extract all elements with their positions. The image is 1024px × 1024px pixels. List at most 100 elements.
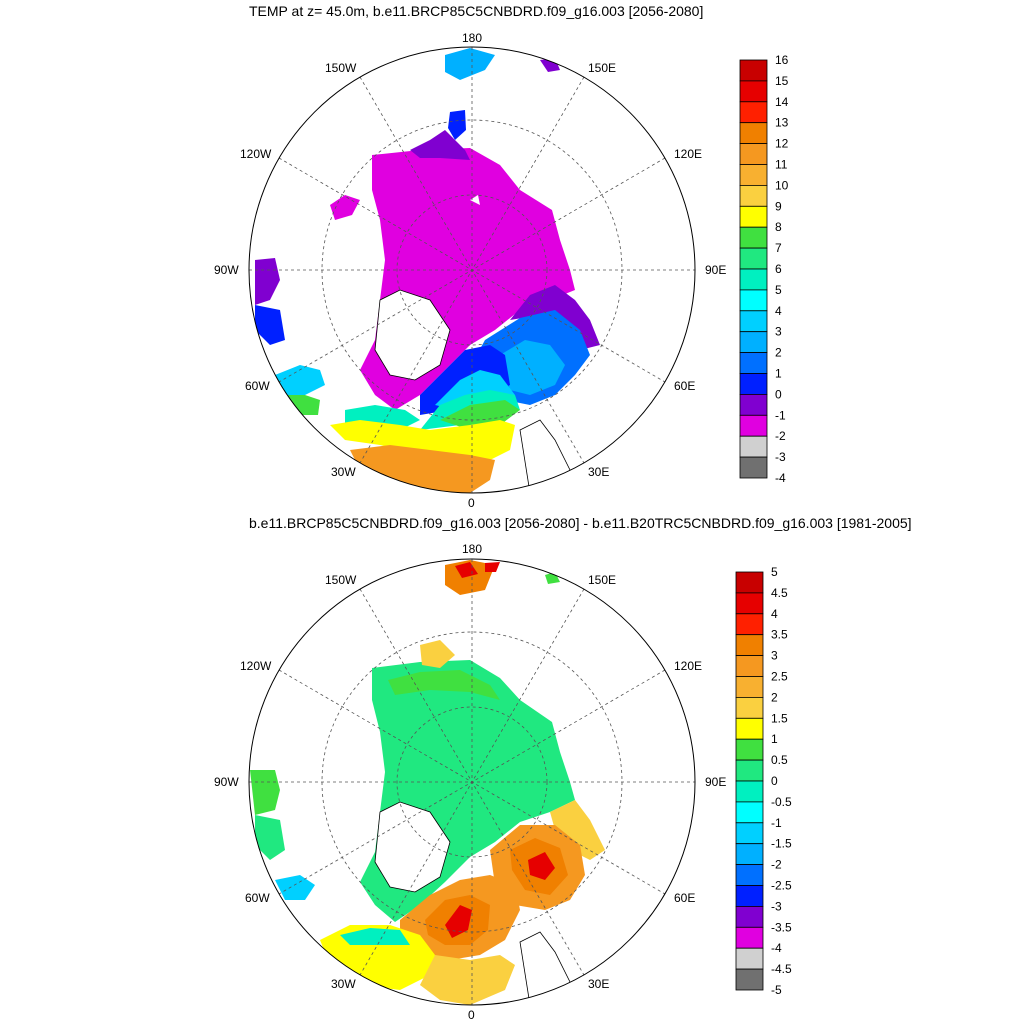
- top-colorbar-swatch: [739, 164, 768, 186]
- top-colorbar-swatch: [739, 393, 768, 416]
- top-colorbar-swatch: [739, 80, 768, 103]
- bottom-colorbar-tick-label: 1.5: [771, 711, 788, 725]
- bottom-map-title: b.e11.BRCP85C5CNBDRD.f09_g16.003 [2056-2…: [249, 515, 912, 531]
- bottom-colorbar-swatch: [735, 571, 764, 594]
- top-colorbar-swatch: [739, 289, 768, 312]
- top-colorbar-tick-label: 6: [775, 262, 782, 276]
- bottom-colorbar-swatch: [735, 780, 764, 803]
- top-polar-map: 180 150E 120E 90E 60E 30E 0 30W 60W 90W …: [214, 31, 726, 510]
- top-colorbar-swatch: [739, 226, 768, 249]
- bottom-graticule: [249, 559, 695, 1005]
- top-colorbar-swatch: [739, 247, 768, 270]
- top-colorbar-tick-label: 11: [775, 158, 788, 172]
- bottom-polar-map: 180 150E 120E 90E 60E 30E 0 30W 60W 90W …: [214, 542, 726, 1022]
- top-colorbar-tick-label: 8: [775, 220, 782, 234]
- top-lon-label-30w: 30W: [331, 465, 356, 479]
- bottom-lon-label-0: 0: [468, 1008, 475, 1022]
- bottom-lon-label-60w: 60W: [245, 891, 270, 905]
- top-colorbar-swatch: [739, 184, 768, 207]
- bottom-colorbar-tick-label: -0.5: [771, 795, 792, 809]
- top-colorbar-swatch: [739, 373, 768, 395]
- top-colorbar-tick-label: 10: [775, 178, 789, 192]
- top-colorbar-swatch: [739, 59, 768, 82]
- bottom-colorbar-tick-label: 0.5: [771, 753, 788, 767]
- bottom-colorbar-tick-label: -2.5: [771, 879, 792, 893]
- top-colorbar-tick-label: 14: [775, 95, 789, 109]
- bottom-colorbar-swatch: [735, 592, 764, 615]
- top-colorbar-swatch: [739, 435, 768, 458]
- top-colorbar-tick-label: 4: [775, 304, 782, 318]
- top-map-border: [248, 46, 696, 494]
- bottom-colorbar-swatch: [735, 822, 764, 845]
- top-lon-label-180: 180: [462, 31, 482, 45]
- top-lon-label-60w: 60W: [245, 379, 270, 393]
- bottom-colorbar-swatch: [735, 968, 764, 991]
- top-colorbar-tick-label: 13: [775, 116, 789, 130]
- top-colorbar-tick-label: -2: [775, 429, 786, 443]
- top-colorbar-swatch: [739, 101, 768, 124]
- top-colorbar-swatch: [739, 352, 768, 374]
- bottom-colorbar-swatch: [735, 947, 764, 970]
- bottom-lon-label-30w: 30W: [331, 977, 356, 991]
- bottom-colorbar-swatch: [735, 759, 764, 782]
- bottom-colorbar-tick-label: -5: [771, 983, 782, 997]
- top-colorbar-swatch: [739, 331, 768, 354]
- top-colorbar-swatch: [739, 310, 768, 333]
- bottom-colorbar-tick-label: 3.5: [771, 628, 788, 642]
- bottom-colorbar-swatch: [735, 676, 764, 698]
- bottom-colorbar-tick-label: -3: [771, 899, 782, 913]
- top-colorbar-tick-label: 9: [775, 199, 782, 213]
- bottom-colorbar-tick-label: 4.5: [771, 586, 788, 600]
- top-colorbar-swatch: [739, 456, 768, 479]
- top-colorbar-swatch: [739, 268, 768, 291]
- bottom-colorbar-tick-label: -1: [771, 816, 782, 830]
- top-colorbar-tick-label: -3: [775, 450, 786, 464]
- top-lon-label-0: 0: [468, 496, 475, 510]
- top-colorbar-tick-label: 15: [775, 74, 789, 88]
- bottom-colorbar-swatch: [735, 717, 764, 740]
- bottom-colorbar-tick-label: -4: [771, 941, 782, 955]
- top-colorbar-tick-label: 12: [775, 137, 789, 151]
- top-colorbar-tick-label: 0: [775, 387, 782, 401]
- top-colorbar-tick-label: 1: [775, 367, 782, 381]
- top-lon-label-120w: 120W: [240, 147, 272, 161]
- bottom-lon-label-120e: 120E: [674, 659, 702, 673]
- top-lon-label-60e: 60E: [674, 379, 695, 393]
- top-temperature-field: [255, 48, 600, 493]
- top-map-title: TEMP at z= 45.0m, b.e11.BRCP85C5CNBDRD.f…: [249, 3, 704, 19]
- bottom-colorbar-tick-label: 0: [771, 774, 778, 788]
- top-colorbar-tick-label: 3: [775, 325, 782, 339]
- top-graticule: [249, 47, 695, 493]
- bottom-colorbar-swatch: [735, 926, 764, 949]
- bottom-colorbar-swatch: [735, 613, 764, 636]
- top-lon-label-150w: 150W: [325, 61, 357, 75]
- bottom-colorbar-swatch: [735, 885, 764, 907]
- top-colorbar-tick-label: -4: [775, 471, 786, 485]
- bottom-colorbar-swatch: [735, 738, 764, 761]
- top-lon-label-90w: 90W: [214, 263, 239, 277]
- bottom-colorbar-tick-label: -2: [771, 858, 782, 872]
- bottom-colorbar: 5 4.5 4 3.5 3 2.5 2 1.5 1 0.5 0 -0.5 -1 -1.5 -2 -2.5 -3 -…: [735, 565, 792, 997]
- bottom-colorbar-tick-label: 1: [771, 732, 778, 746]
- bottom-colorbar-tick-label: 3: [771, 649, 778, 663]
- bottom-colorbar-tick-label: 4: [771, 607, 778, 621]
- bottom-colorbar-swatch: [735, 634, 764, 657]
- bottom-anomaly-field: [250, 560, 605, 1005]
- top-colorbar-tick-label: 16: [775, 53, 789, 67]
- top-colorbar-tick-label: -1: [775, 408, 786, 422]
- bottom-colorbar-swatch: [735, 697, 764, 719]
- bottom-colorbar-tick-label: -4.5: [771, 962, 792, 976]
- bottom-colorbar-tick-label: 2.5: [771, 670, 788, 684]
- bottom-colorbar-tick-label: -3.5: [771, 920, 792, 934]
- top-colorbar-tick-label: 7: [775, 241, 782, 255]
- bottom-lon-label-150w: 150W: [325, 573, 357, 587]
- top-colorbar-swatch: [739, 205, 768, 228]
- top-colorbar-swatch: [739, 122, 768, 144]
- bottom-lon-label-180: 180: [462, 542, 482, 556]
- bottom-lon-label-120w: 120W: [240, 659, 272, 673]
- top-colorbar-tick-label: 5: [775, 283, 782, 297]
- bottom-colorbar-tick-label: -1.5: [771, 837, 792, 851]
- top-colorbar-tick-label: 2: [775, 346, 782, 360]
